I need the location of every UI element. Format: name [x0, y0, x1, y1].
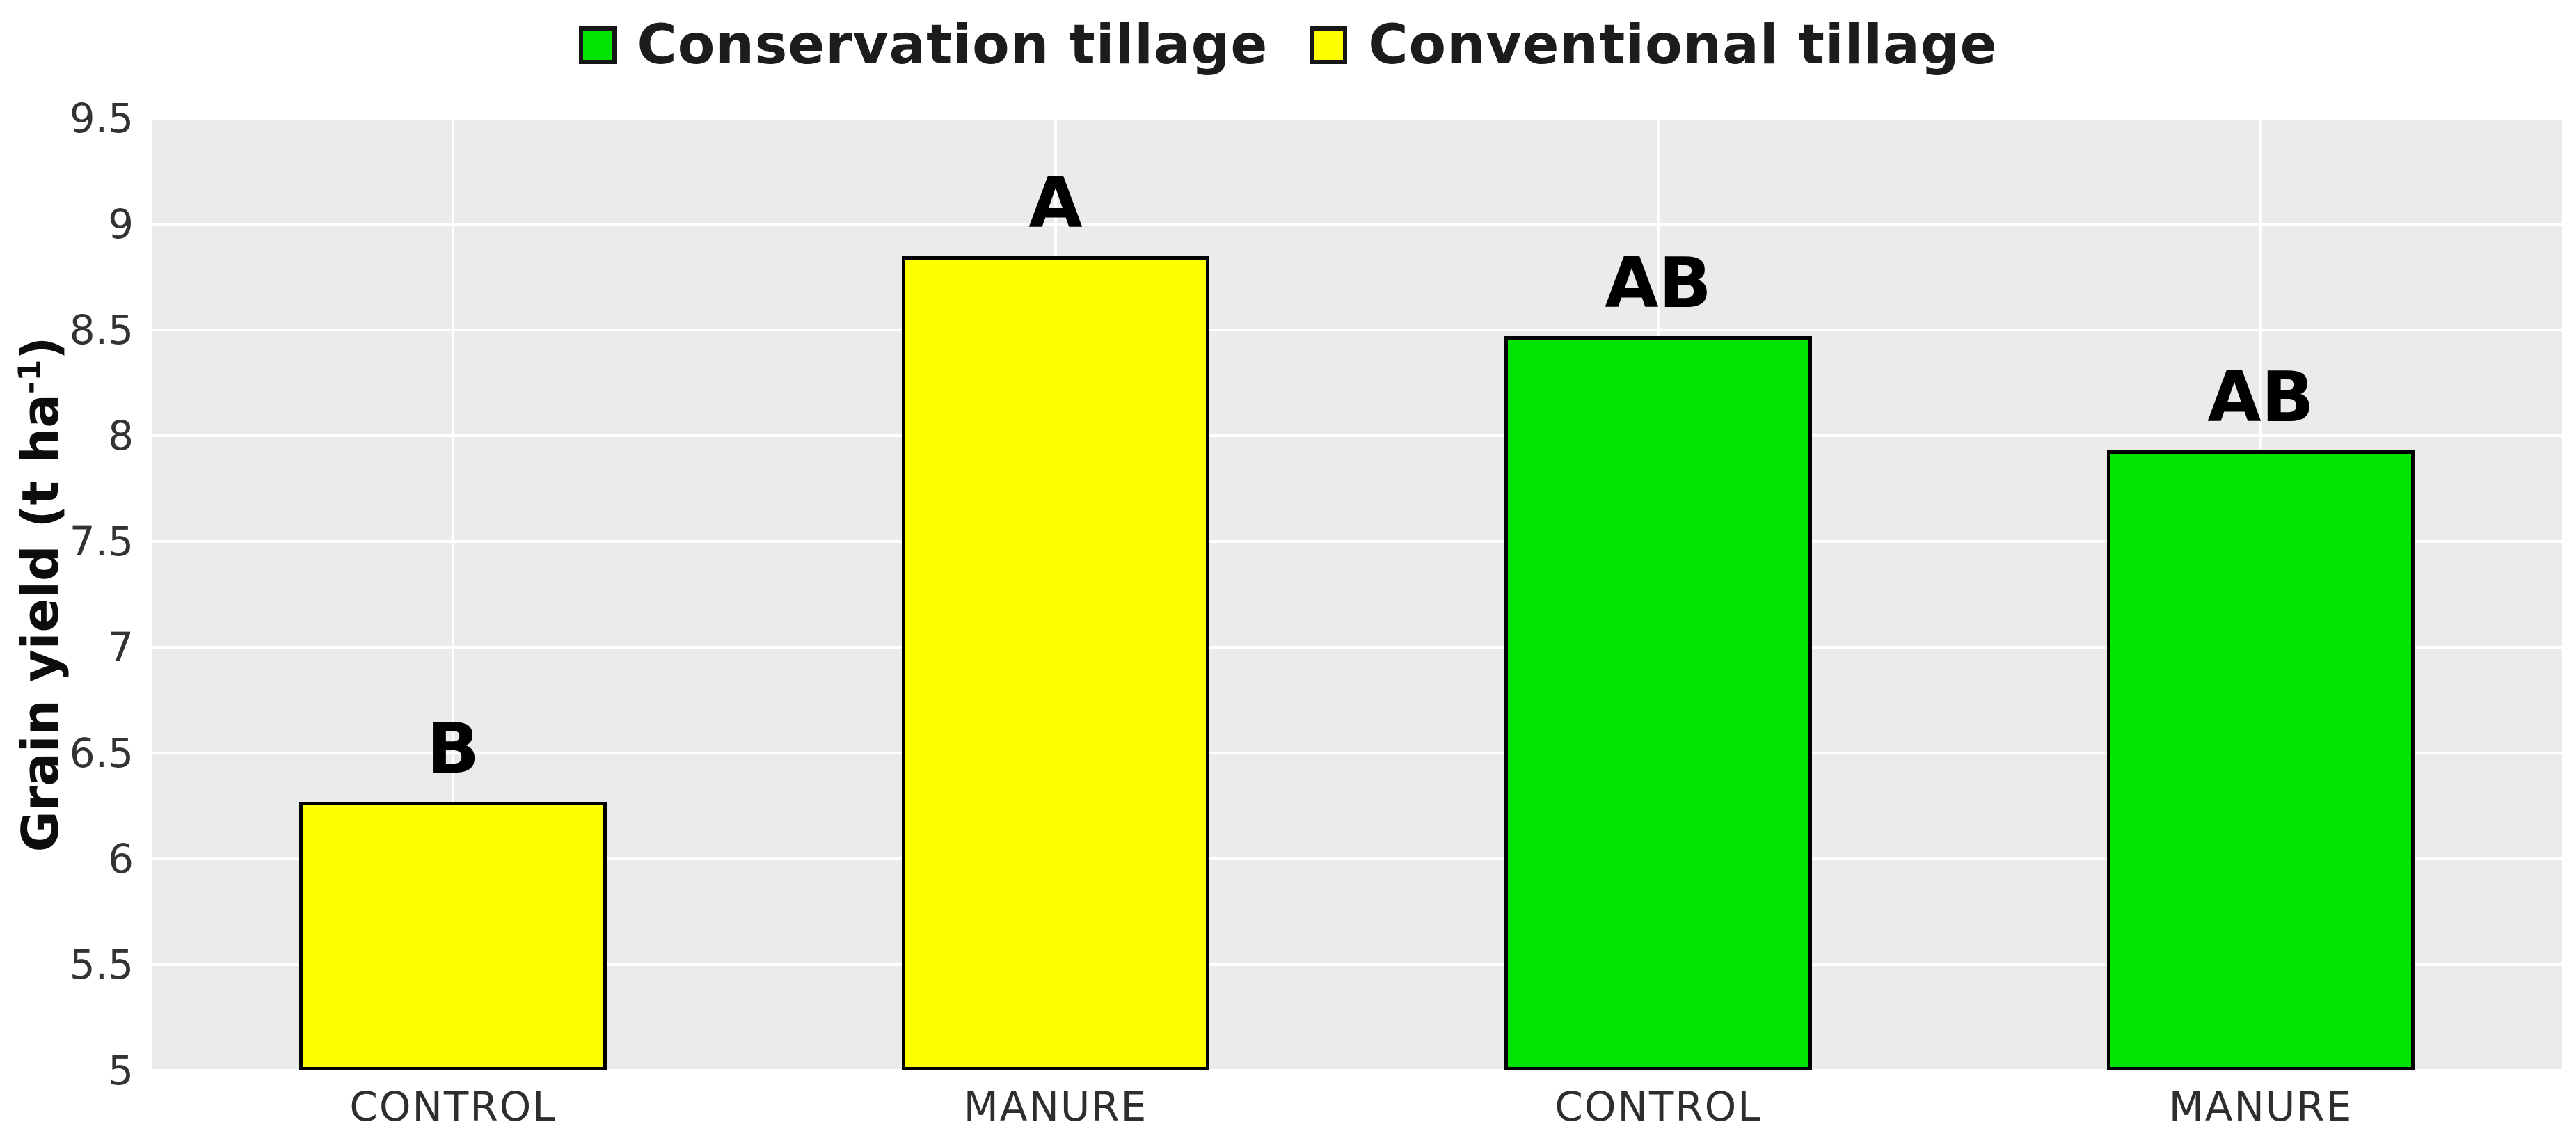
bar-conventional-control	[299, 801, 607, 1070]
x-axis-labels: CONTROL MANURE CONTROL MANURE	[152, 1083, 2562, 1130]
legend-item: Conservation tillage	[578, 14, 1269, 77]
x-axis-category-label: MANURE	[963, 1083, 1148, 1130]
x-axis-category-label: CONTROL	[1555, 1083, 1762, 1130]
y-axis-title-superscript: -1	[12, 359, 48, 395]
bar-conservation-control	[1504, 336, 1812, 1070]
significance-letter: AB	[1605, 242, 1712, 324]
significance-letter: A	[1028, 161, 1083, 244]
y-axis-tick-label: 5	[108, 1047, 134, 1094]
y-axis-title-text: Grain yield (t ha	[11, 394, 70, 853]
horizontal-gridline	[152, 223, 2562, 226]
legend-item: Conventional tillage	[1310, 14, 1997, 77]
y-axis-tick-label: 6.5	[69, 729, 134, 777]
y-axis-title: Grain yield (t ha-1)	[11, 337, 70, 853]
bar-slot: AB	[1959, 118, 2562, 1070]
y-axis-tick-label: 7	[108, 624, 134, 671]
legend-label: Conservation tillage	[637, 14, 1269, 77]
significance-letter: AB	[2207, 356, 2314, 438]
legend-swatch-icon	[578, 26, 617, 64]
horizontal-gridline	[152, 117, 2562, 120]
horizontal-gridline	[152, 857, 2562, 861]
y-axis-tick-label: 9.5	[69, 95, 134, 142]
significance-letter: B	[426, 707, 480, 789]
bar-slot: AB	[1357, 118, 1959, 1070]
y-axis-tick-label: 6	[108, 835, 134, 883]
y-axis-tick-label: 5.5	[69, 941, 134, 988]
horizontal-gridline	[152, 329, 2562, 331]
y-axis-tick-label: 8.5	[69, 306, 134, 354]
x-axis-category-label: MANURE	[2168, 1083, 2353, 1130]
bar-slot: B	[152, 118, 754, 1070]
legend-swatch-icon	[1310, 26, 1348, 64]
horizontal-gridline	[152, 540, 2562, 543]
horizontal-gridline	[152, 752, 2562, 754]
bar-conservation-manure	[2107, 450, 2415, 1070]
bar-slot: A	[754, 118, 1357, 1070]
horizontal-gridline	[152, 434, 2562, 437]
vertical-gridline	[452, 118, 454, 1070]
bar-conventional-manure	[902, 255, 1209, 1070]
y-axis-tick-label: 7.5	[69, 518, 134, 565]
chart-legend: Conservation tillage Conventional tillage	[0, 0, 2576, 90]
y-axis-tick-label: 8	[108, 412, 134, 459]
x-axis-category-label: CONTROL	[349, 1083, 557, 1130]
y-axis-tick-label: 9	[108, 200, 134, 248]
horizontal-gridline	[152, 646, 2562, 649]
plot-area: B A AB AB	[152, 117, 2562, 1072]
horizontal-gridline	[152, 1069, 2562, 1072]
horizontal-gridline	[152, 963, 2562, 967]
legend-label: Conventional tillage	[1368, 14, 1998, 77]
